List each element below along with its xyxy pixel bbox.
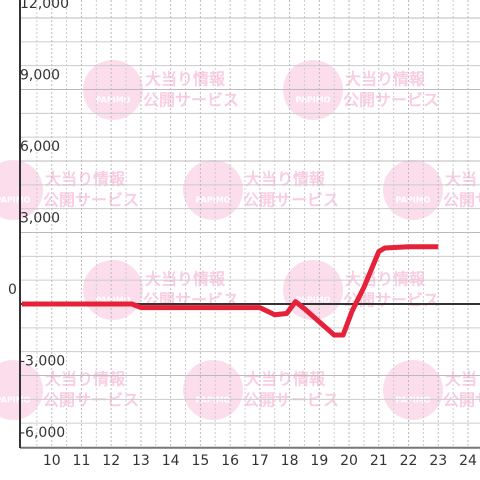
- y-tick-label: 3,000: [20, 211, 60, 227]
- watermark-text: 大当り情報: [345, 270, 426, 289]
- watermark-logo: [183, 360, 243, 420]
- watermark-logo-text: PAPIMO: [0, 196, 31, 205]
- x-tick-label: 20: [340, 453, 358, 469]
- x-tick-label: 21: [370, 453, 388, 469]
- y-tick-label: 6,000: [20, 139, 60, 155]
- line: [22, 244, 439, 338]
- x-tick-label: 17: [251, 453, 269, 469]
- x-tick-label: 18: [281, 453, 299, 469]
- x-tick-label: 15: [191, 453, 209, 469]
- watermark-text: 公開サービス: [243, 191, 339, 210]
- watermarks: PAPIMO大当り情報公開サービスPAPIMO大当り情報公開サービスPAPIMO…: [0, 60, 480, 420]
- plot: -6,000 -3,000 0 3,000 6,000 9,000 12,000 10 11 12…: [8, 0, 477, 469]
- watermark-text: 大当り情報: [445, 370, 480, 389]
- watermark-logo: [383, 360, 443, 420]
- watermark-logo-text: PAPIMO: [96, 296, 131, 305]
- watermark-text: 公開サービス: [143, 91, 239, 110]
- watermark-logo-text: PAPIMO: [0, 396, 31, 405]
- x-tick-label: 10: [43, 453, 61, 469]
- watermark-text: 公開サービス: [43, 191, 139, 210]
- x-tick-label: 14: [162, 453, 180, 469]
- y-tick-label: 0: [8, 282, 17, 298]
- watermark-text: 大当り情報: [245, 370, 326, 389]
- watermark-logo: [383, 160, 443, 220]
- watermark-logo-text: PAPIMO: [296, 296, 331, 305]
- x-tick-label: 12: [102, 453, 120, 469]
- y-tick-label: -6,000: [20, 425, 65, 441]
- watermark-logo-text: PAPIMO: [296, 96, 331, 105]
- watermark-logo: [183, 160, 243, 220]
- watermark-text: 大当り情報: [245, 170, 326, 189]
- watermark-text: 公開サービス: [443, 191, 480, 210]
- y-tick-label: 12,000: [20, 0, 69, 12]
- y-tick-label: -3,000: [20, 354, 65, 370]
- x-tick-label: 16: [221, 453, 239, 469]
- watermark-text: 大当り情報: [45, 170, 126, 189]
- watermark-logo-text: PAPIMO: [196, 196, 231, 205]
- watermark-logo-text: PAPIMO: [196, 396, 231, 405]
- x-tick-label: 19: [310, 453, 328, 469]
- watermark-logo: [0, 160, 43, 220]
- y-tick-label: 9,000: [20, 68, 60, 84]
- watermark-text: 大当り情報: [445, 170, 480, 189]
- x-tick-label: 22: [400, 453, 418, 469]
- watermark-text: 公開サービス: [343, 91, 439, 110]
- x-tick-label: 24: [459, 453, 477, 469]
- x-tick-label: 11: [73, 453, 91, 469]
- watermark-text: 公開サービス: [443, 391, 480, 410]
- watermark-logo-text: PAPIMO: [396, 396, 431, 405]
- watermark-text: 大当り情報: [345, 70, 426, 89]
- watermark-logo-text: PAPIMO: [96, 96, 131, 105]
- watermark-text: 大当り情報: [45, 370, 126, 389]
- watermark-text: 公開サービス: [43, 391, 139, 410]
- watermark-logo: [83, 260, 143, 320]
- watermark-text: 公開サービス: [243, 391, 339, 410]
- watermark-logo-text: PAPIMO: [396, 196, 431, 205]
- watermark-text: 大当り情報: [145, 70, 226, 89]
- x-tick-label: 13: [132, 453, 150, 469]
- x-tick-label: 23: [429, 453, 447, 469]
- watermark-text: 大当り情報: [145, 270, 226, 289]
